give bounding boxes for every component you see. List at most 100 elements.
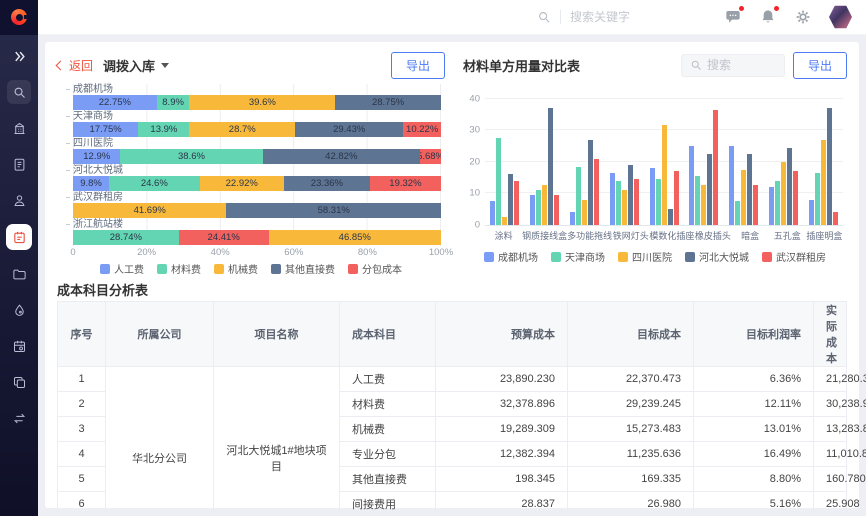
global-search[interactable]: [537, 10, 678, 24]
bar[interactable]: [808, 199, 814, 225]
stacked-bar-segment[interactable]: 17.75%: [73, 122, 139, 137]
sidebar-item-asset-card[interactable]: [6, 224, 32, 250]
bar[interactable]: [536, 190, 542, 225]
bar[interactable]: [695, 175, 701, 225]
bar[interactable]: [548, 107, 554, 225]
bar[interactable]: [530, 194, 536, 225]
bar[interactable]: [814, 172, 820, 225]
stacked-bar-segment[interactable]: 38.6%: [120, 149, 263, 164]
legend-item[interactable]: 人工费: [100, 261, 144, 276]
stacked-bar-segment[interactable]: 29.43%: [295, 122, 404, 137]
legend-item[interactable]: 天津商场: [551, 249, 605, 264]
bar[interactable]: [542, 185, 548, 225]
bar[interactable]: [741, 169, 747, 225]
bar[interactable]: [593, 158, 599, 225]
legend-item[interactable]: 材料费: [157, 261, 201, 276]
export-button-right[interactable]: 导出: [792, 51, 847, 79]
stacked-bar-segment[interactable]: 58.31%: [226, 203, 441, 218]
bar[interactable]: [707, 153, 713, 225]
bar[interactable]: [575, 166, 581, 225]
bar[interactable]: [569, 212, 575, 225]
stacked-bar-segment[interactable]: 12.9%: [73, 149, 121, 164]
bar[interactable]: [792, 171, 798, 225]
stacked-bar-segment[interactable]: 28.7%: [189, 122, 296, 137]
legend-item[interactable]: 成都机场: [484, 249, 538, 264]
bar[interactable]: [753, 185, 759, 225]
app-logo[interactable]: [0, 0, 38, 35]
stacked-bar-segment[interactable]: 8.9%: [156, 95, 190, 110]
bar[interactable]: [673, 171, 679, 225]
bar[interactable]: [633, 179, 639, 225]
bar[interactable]: [826, 107, 832, 225]
stacked-bar-segment[interactable]: 22.75%: [73, 95, 157, 110]
export-button-left[interactable]: 导出: [390, 51, 445, 79]
bar[interactable]: [502, 217, 508, 225]
stacked-bar-segment[interactable]: 39.6%: [189, 95, 336, 110]
bar[interactable]: [780, 161, 786, 225]
sidebar-item-search[interactable]: [7, 80, 31, 104]
notifications-button[interactable]: [759, 5, 779, 26]
global-search-input[interactable]: [570, 10, 678, 24]
stacked-bar-segment[interactable]: 46.85%: [268, 230, 441, 245]
sidebar-item-documents[interactable]: [7, 370, 31, 394]
stacked-bar-segment[interactable]: 28.74%: [73, 230, 179, 245]
sidebar-item-contract[interactable]: [7, 152, 31, 176]
bar[interactable]: [667, 209, 673, 225]
stacked-bar-segment[interactable]: 22.92%: [199, 176, 284, 191]
bar[interactable]: [701, 185, 707, 225]
bar[interactable]: [768, 187, 774, 225]
stacked-bar-segment[interactable]: 23.36%: [283, 176, 370, 191]
page-title-dropdown[interactable]: 调拨入库: [103, 56, 170, 75]
legend-item[interactable]: 四川医院: [618, 249, 672, 264]
legend-item[interactable]: 其他直接费: [271, 261, 335, 276]
stacked-bar-segment[interactable]: 24.6%: [109, 176, 200, 191]
stacked-bar-segment[interactable]: 19.32%: [369, 176, 441, 191]
bar[interactable]: [609, 172, 615, 225]
bar[interactable]: [832, 212, 838, 225]
bar[interactable]: [713, 109, 719, 225]
bar[interactable]: [649, 168, 655, 225]
stacked-bar-segment[interactable]: 28.75%: [335, 95, 441, 110]
bar[interactable]: [496, 138, 502, 225]
bar[interactable]: [729, 145, 735, 225]
stacked-bar-segment[interactable]: 5.68%: [420, 149, 441, 164]
stacked-bar-segment[interactable]: 13.9%: [138, 122, 190, 137]
bar[interactable]: [615, 180, 621, 225]
bar[interactable]: [786, 147, 792, 225]
legend-item[interactable]: 机械费: [214, 261, 258, 276]
bar[interactable]: [490, 201, 496, 225]
sidebar-item-collapse[interactable]: [7, 44, 31, 68]
bar[interactable]: [689, 145, 695, 225]
bar[interactable]: [661, 125, 667, 225]
stacked-bar-segment[interactable]: 10.22%: [403, 122, 441, 137]
user-avatar[interactable]: [829, 5, 852, 29]
bar[interactable]: [554, 194, 560, 225]
bar[interactable]: [735, 201, 741, 225]
back-button[interactable]: 返回: [55, 57, 93, 74]
stacked-bar-segment[interactable]: 42.82%: [262, 149, 421, 164]
bar[interactable]: [587, 139, 593, 225]
sidebar-item-transfer[interactable]: [7, 406, 31, 430]
panel-search[interactable]: [680, 53, 785, 77]
settings-button[interactable]: [794, 9, 811, 26]
legend-item[interactable]: 武汉群租房: [762, 249, 826, 264]
sidebar-item-material[interactable]: [7, 298, 31, 322]
bar[interactable]: [820, 139, 826, 225]
legend-item[interactable]: 分包成本: [348, 261, 402, 276]
stacked-bar-segment[interactable]: 9.8%: [73, 176, 110, 191]
bar[interactable]: [747, 153, 753, 225]
bar[interactable]: [774, 180, 780, 225]
sidebar-item-approval[interactable]: [7, 188, 31, 212]
sidebar-item-schedule[interactable]: [7, 334, 31, 358]
bar[interactable]: [514, 180, 520, 225]
sidebar-item-company[interactable]: [7, 116, 31, 140]
bar[interactable]: [508, 174, 514, 225]
stacked-bar-segment[interactable]: 41.69%: [73, 203, 227, 218]
sidebar-item-folder[interactable]: [7, 262, 31, 286]
legend-item[interactable]: 河北大悦城: [685, 249, 749, 264]
bar[interactable]: [627, 164, 633, 225]
panel-search-input[interactable]: [706, 58, 776, 72]
messages-button[interactable]: [724, 5, 744, 26]
bar[interactable]: [655, 179, 661, 225]
bar[interactable]: [581, 199, 587, 225]
